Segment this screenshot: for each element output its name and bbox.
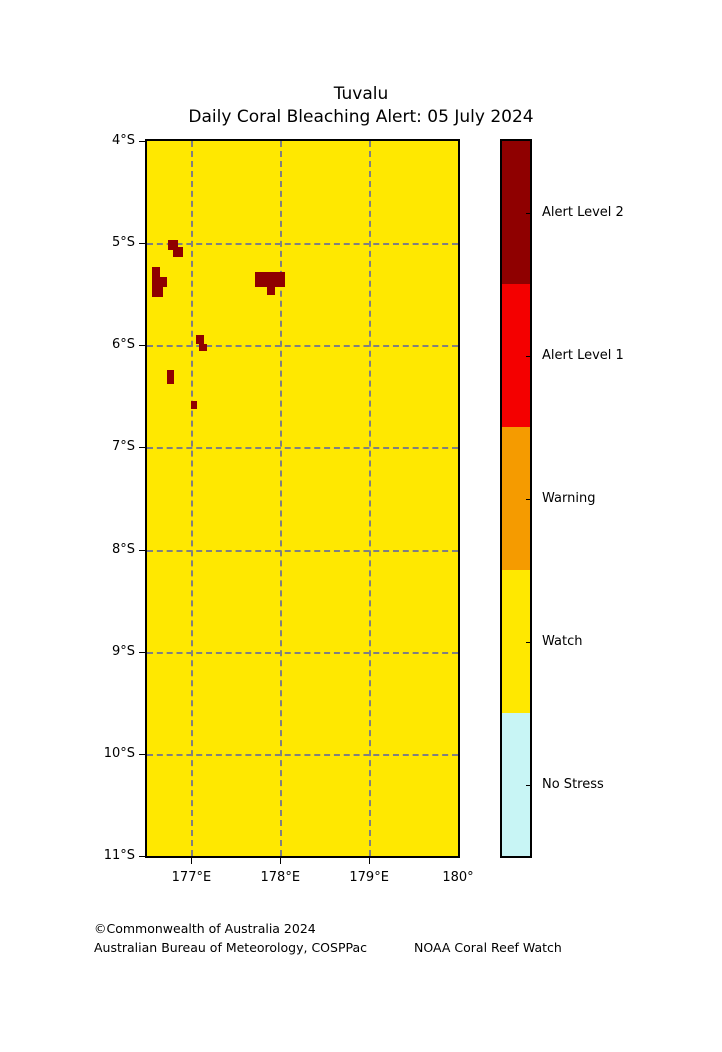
latitude-tick-label-5: 9°S [111,643,135,659]
alert-cell [152,276,167,288]
latitude-tick-label-3: 7°S [111,439,135,455]
gridline-horizontal-3 [147,447,458,450]
latitude-tick-mark-3 [139,447,145,449]
alert-cell [199,344,208,352]
latitude-tick-label-4: 8°S [111,541,135,557]
latitude-tick-mark-6 [139,753,145,755]
longitude-tick-label-1: 178°E [260,870,301,885]
colorbar-segment-alert-level-1 [502,284,530,427]
colorbar-label-no-stress: No Stress [542,776,604,792]
longitude-tick-mark-1 [280,858,282,864]
colorbar-tick-4 [526,212,532,214]
gridline-horizontal-4 [147,549,458,552]
latitude-tick-mark-1 [139,243,145,245]
latitude-tick-label-7: 11°S [103,848,135,863]
footer-agency: Australian Bureau of Meteorology, COSPPa… [94,939,367,955]
colorbar-segment-no-stress [502,713,530,856]
latitude-tick-mark-7 [139,856,145,857]
alert-cell [152,287,163,298]
alert-cell [167,369,174,385]
latitude-tick-label-0: 4°S [111,133,135,148]
latitude-tick-label-1: 5°S [111,235,135,251]
footer-copyright: ©Commonwealth of Australia 2024 [94,921,316,936]
colorbar-segment-alert-level-2 [502,141,530,284]
gridline-vertical-2 [369,141,372,856]
colorbar-tick-1 [526,641,532,643]
colorbar-tick-2 [526,498,532,500]
latitude-tick-mark-2 [139,345,145,347]
alert-cell [195,335,204,345]
colorbar-tick-3 [526,355,532,357]
longitude-tick-mark-2 [369,858,371,864]
colorbar-label-warning: Warning [542,490,596,506]
colorbar-segment-warning [502,427,530,570]
latitude-tick-mark-0 [139,141,145,142]
chart-title-block: Tuvalu Daily Coral Bleaching Alert: 05 J… [0,86,722,126]
longitude-tick-label-2: 179°E [349,870,389,885]
alert-cell [172,247,183,258]
gridline-horizontal-1 [147,243,458,246]
gridline-horizontal-5 [147,651,458,654]
map-background-watch [147,141,458,856]
gridline-horizontal-2 [147,345,458,348]
alert-cell [190,401,197,409]
alert-cell [266,287,275,296]
colorbar-label-watch: Watch [542,633,583,649]
gridline-horizontal-6 [147,753,458,756]
latitude-tick-mark-4 [139,549,145,551]
alert-cell [152,266,161,277]
longitude-tick-label-0: 177°E [171,870,212,885]
footer-agency-row: Australian Bureau of Meteorology, COSPPa… [94,939,654,958]
longitude-tick-mark-0 [191,858,193,864]
chart-subtitle: Daily Coral Bleaching Alert: 05 July 202… [188,107,534,127]
latitude-tick-label-2: 6°S [111,337,135,353]
coral-bleaching-map [145,139,460,858]
gridline-vertical-0 [191,141,194,856]
latitude-tick-mark-5 [139,651,145,653]
alert-cell [255,271,285,288]
latitude-tick-label-6: 10°S [103,745,135,761]
longitude-tick-label-3: 180° [442,870,474,885]
colorbar-label-alert-level-1: Alert Level 1 [542,347,624,363]
footer: ©Commonwealth of Australia 2024 Australi… [94,920,654,958]
gridline-vertical-1 [280,141,283,856]
alert-cell [168,240,179,251]
colorbar-label-alert-level-2: Alert Level 2 [542,204,624,220]
footer-data-source: NOAA Coral Reef Watch [414,939,562,955]
colorbar-tick-0 [526,784,532,786]
page-title: Tuvalu [333,84,389,104]
colorbar-segment-watch [502,570,530,713]
